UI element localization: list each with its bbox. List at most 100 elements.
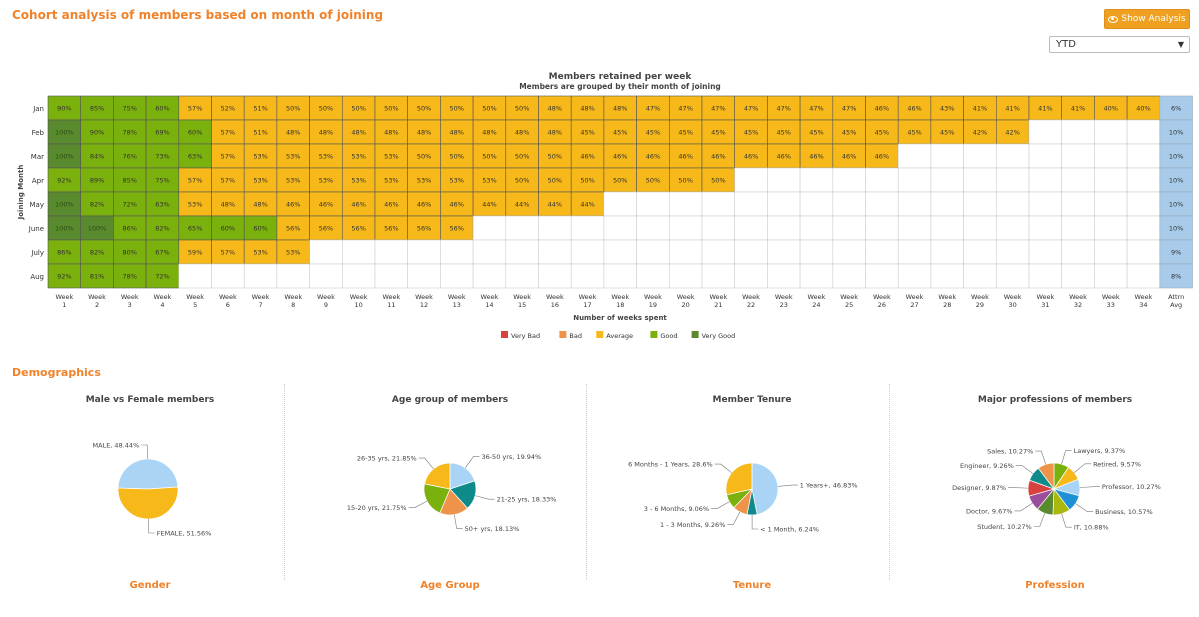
- attrition-avg-cell: [1159, 263, 1193, 289]
- eye-icon: [1108, 15, 1119, 23]
- cell-value: 47%: [744, 105, 758, 113]
- cell-value: 47%: [678, 105, 692, 113]
- row-label: Jan: [32, 105, 44, 113]
- cell-value: 53%: [417, 177, 431, 185]
- age-group-link[interactable]: Age Group: [420, 580, 480, 591]
- week-label: Week: [1135, 293, 1153, 301]
- period-select-value: YTD: [1056, 39, 1076, 50]
- pie-slice: [1053, 466, 1079, 490]
- cohort-cell: [799, 263, 834, 289]
- show-analysis-label: Show Analysis: [1121, 14, 1186, 24]
- cell-value: 44%: [482, 201, 496, 209]
- cell-value: 48%: [319, 129, 333, 137]
- cell-value: 50%: [351, 105, 365, 113]
- pie-slice: [1028, 488, 1055, 510]
- cell-value: 100%: [88, 225, 107, 233]
- cohort-cell: [767, 167, 801, 193]
- week-label: Week: [219, 293, 237, 301]
- cell-value: 45%: [744, 129, 758, 137]
- cell-value: 45%: [613, 129, 627, 137]
- week-number: 24: [812, 301, 820, 309]
- period-select[interactable]: YTD ▼: [1049, 36, 1190, 53]
- week-label: Week: [88, 293, 106, 301]
- cohort-cell: [47, 119, 82, 145]
- row-label: Feb: [32, 129, 45, 137]
- legend-item: Very Bad: [511, 332, 540, 340]
- week-number: 1: [62, 301, 66, 309]
- pie-leader-line: [1061, 450, 1072, 465]
- cell-value: 57%: [221, 177, 235, 185]
- attrition-avg-value: 10%: [1169, 129, 1183, 137]
- cell-value: 47%: [809, 105, 823, 113]
- cell-value: 45%: [678, 129, 692, 137]
- pie-label: 26-35 yrs, 21.85%: [357, 455, 417, 463]
- week-label: Week: [709, 293, 727, 301]
- cell-value: 45%: [875, 129, 889, 137]
- cell-value: 45%: [907, 129, 921, 137]
- cohort-cell: [538, 167, 572, 193]
- cohort-cell: [440, 119, 474, 145]
- row-label: Mar: [31, 153, 44, 161]
- cell-value: 41%: [1005, 105, 1019, 113]
- cell-value: 85%: [90, 105, 104, 113]
- attrition-avg-value: 6%: [1171, 105, 1181, 113]
- cell-value: 46%: [744, 153, 758, 161]
- cell-value: 53%: [384, 153, 398, 161]
- cohort-cell: [407, 263, 441, 289]
- cohort-cell: [930, 143, 964, 169]
- cell-value: 47%: [711, 105, 725, 113]
- cohort-cell: [832, 215, 866, 241]
- week-number: 2: [95, 301, 99, 309]
- cohort-cell: [636, 167, 670, 193]
- cell-value: 50%: [613, 177, 627, 185]
- cell-value: 60%: [155, 105, 169, 113]
- row-label: Aug: [30, 273, 44, 281]
- week-number: 19: [649, 301, 657, 309]
- cell-value: 50%: [482, 105, 496, 113]
- show-analysis-button[interactable]: Show Analysis: [1104, 9, 1190, 29]
- gender-link[interactable]: Gender: [129, 580, 171, 591]
- week-label: Week: [938, 293, 956, 301]
- cohort-cell: [145, 215, 180, 241]
- cohort-cell: [341, 95, 376, 121]
- cohort-cell: [636, 119, 670, 145]
- cohort-cell: [832, 239, 866, 265]
- cohort-cell: [211, 119, 245, 145]
- cohort-cell: [995, 215, 1030, 241]
- cohort-cell: [995, 167, 1030, 193]
- cell-value: 53%: [286, 177, 300, 185]
- cohort-cell: [865, 119, 899, 145]
- cell-value: 65%: [188, 225, 202, 233]
- cell-value: 81%: [90, 273, 104, 281]
- y-axis-label: Joining Month: [17, 165, 25, 221]
- cell-value: 47%: [777, 105, 791, 113]
- cohort-cell: [570, 263, 605, 289]
- cohort-cell: [1028, 167, 1063, 193]
- cohort-cell: [636, 239, 670, 265]
- week-number: 31: [1041, 301, 1049, 309]
- week-number: 25: [845, 301, 853, 309]
- cell-value: 56%: [286, 225, 300, 233]
- cohort-cell: [80, 263, 114, 289]
- legend-swatch: [596, 331, 604, 338]
- cell-value: 50%: [548, 177, 562, 185]
- cohort-cell: [505, 263, 539, 289]
- cohort-cell: [178, 239, 212, 265]
- pie-slice: [1053, 462, 1069, 491]
- cohort-cell: [1094, 119, 1128, 145]
- cohort-cell: [309, 215, 343, 241]
- week-label: Attrn: [1168, 293, 1184, 301]
- profession-link[interactable]: Profession: [1025, 580, 1085, 591]
- tenure-link[interactable]: Tenure: [732, 580, 772, 591]
- cell-value: 78%: [123, 129, 137, 137]
- cohort-cell: [1126, 263, 1161, 289]
- week-label: Week: [186, 293, 204, 301]
- cell-value: 45%: [580, 129, 594, 137]
- pie-label: Student, 10.27%: [977, 523, 1032, 531]
- cell-value: 42%: [1005, 129, 1019, 137]
- cohort-cell: [374, 191, 409, 217]
- cohort-cell: [668, 215, 703, 241]
- cell-value: 48%: [253, 201, 267, 209]
- week-label: Week: [481, 293, 499, 301]
- week-label: Week: [284, 293, 302, 301]
